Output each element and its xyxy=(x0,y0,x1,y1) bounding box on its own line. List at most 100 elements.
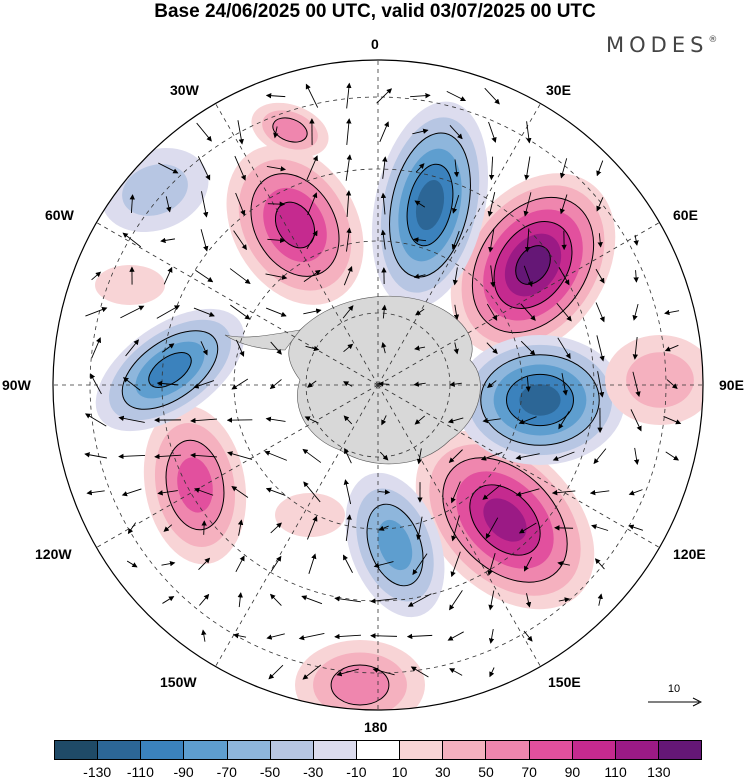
colorbar-cell xyxy=(270,741,314,759)
wind-arrow xyxy=(633,270,639,283)
wind-arrow xyxy=(156,305,180,319)
wind-arrow xyxy=(480,452,503,461)
wind-arrow xyxy=(154,453,182,460)
anomaly-contour-fill xyxy=(95,265,165,305)
wind-arrow xyxy=(121,488,142,497)
wind-arrow xyxy=(557,337,571,359)
anomaly-contour-fill xyxy=(415,179,445,231)
colorbar-tick-label: 50 xyxy=(478,764,494,780)
wind-arrow xyxy=(201,520,207,535)
wind-arrow xyxy=(345,154,352,181)
wind-arrow xyxy=(157,490,178,496)
wind-arrow xyxy=(413,273,426,279)
colorbar-cell xyxy=(529,741,573,759)
wind-arrow xyxy=(664,309,680,316)
wind-arrow xyxy=(488,628,495,644)
wind-arrow xyxy=(233,230,247,251)
colorbar-tick-label: 110 xyxy=(604,764,627,780)
wind-arrow xyxy=(84,413,107,427)
wind-arrow xyxy=(450,481,461,504)
wind-arrow xyxy=(412,553,428,576)
wind-arrow xyxy=(235,339,245,357)
wind-arrow xyxy=(344,448,352,464)
wind-arrow xyxy=(345,190,352,217)
wind-arrow xyxy=(231,378,249,390)
wind-arrow xyxy=(233,633,247,639)
anomaly-contour-fill xyxy=(148,352,192,388)
contour-line xyxy=(469,484,541,556)
wind-arrow xyxy=(589,489,610,496)
wind-arrow xyxy=(523,192,532,217)
wind-arrow xyxy=(194,487,214,496)
wind-arrow xyxy=(156,380,179,387)
wind-arrow xyxy=(190,452,217,459)
wind-arrow xyxy=(193,380,215,389)
wind-arrow xyxy=(486,342,498,354)
wind-arrow xyxy=(122,377,141,391)
wind-arrow xyxy=(193,307,215,317)
colorbar-ticks: -130 -110 -90 -70 -50 -30 -10 10 30 50 70 90 110 130 xyxy=(54,764,702,782)
wind-arrow xyxy=(269,593,282,606)
wind-arrow xyxy=(229,268,251,284)
wind-arrow xyxy=(305,83,319,108)
lon-label-120w: 120W xyxy=(35,546,72,562)
colorbar-tick-label: -70 xyxy=(216,764,237,780)
colorbar-cell xyxy=(615,741,659,759)
wind-arrow xyxy=(449,381,462,387)
wind-arrow xyxy=(161,560,176,567)
reference-arrow-icon xyxy=(648,697,703,707)
wind-arrow xyxy=(334,633,362,640)
wind-arrow xyxy=(381,304,387,319)
contour-line xyxy=(272,117,308,143)
wind-arrow xyxy=(270,522,282,534)
colorbar-tick-label: -30 xyxy=(303,764,324,780)
wind-arrow xyxy=(264,450,288,461)
colorbar-cell xyxy=(55,741,99,759)
wind-arrow xyxy=(410,92,431,99)
wind-arrow xyxy=(482,417,501,424)
wind-arrow xyxy=(452,267,459,286)
wind-arrow xyxy=(237,592,243,608)
wind-arrow xyxy=(663,416,682,425)
wind-arrow xyxy=(448,449,463,463)
wind-arrow xyxy=(237,519,244,536)
wind-arrow xyxy=(379,121,389,143)
wind-arrow xyxy=(591,524,609,531)
wind-arrow xyxy=(118,415,145,423)
wind-arrow xyxy=(343,554,353,573)
wind-arrow xyxy=(413,381,426,387)
lon-label-30e: 30E xyxy=(546,82,571,98)
wind-arrow xyxy=(90,373,102,395)
wind-arrow xyxy=(307,515,318,540)
wind-arrow xyxy=(664,344,679,352)
wind-arrow xyxy=(412,128,429,135)
wind-arrow xyxy=(452,194,460,214)
contour-line xyxy=(165,439,225,531)
wind-arrow xyxy=(558,411,570,430)
anomaly-contour-fill xyxy=(275,493,345,537)
wind-arrow xyxy=(345,514,352,541)
wind-arrow xyxy=(515,453,540,461)
wind-arrow xyxy=(487,380,497,389)
wind-arrow xyxy=(556,302,572,322)
wind-arrow xyxy=(525,593,532,608)
wind-arrow xyxy=(489,667,495,678)
anomaly-contour-fill xyxy=(515,245,551,285)
wind-arrow xyxy=(86,489,105,496)
wind-arrow xyxy=(334,596,361,603)
wind-arrow xyxy=(597,371,605,398)
wind-arrow xyxy=(197,156,211,181)
wind-arrow xyxy=(84,452,107,459)
contour-line xyxy=(250,173,340,277)
wind-arrow xyxy=(632,337,639,360)
wind-arrow xyxy=(196,122,212,142)
colorbar-tick-label: 10 xyxy=(391,764,408,780)
registered-mark: ® xyxy=(708,35,718,45)
vector-reference: 10 xyxy=(646,683,703,714)
colorbar-cell xyxy=(98,741,142,759)
wind-arrow xyxy=(372,667,395,676)
wind-arrow xyxy=(415,308,425,316)
wind-arrow xyxy=(450,551,461,578)
wind-arrow xyxy=(666,379,678,390)
wind-arrow xyxy=(343,266,353,286)
